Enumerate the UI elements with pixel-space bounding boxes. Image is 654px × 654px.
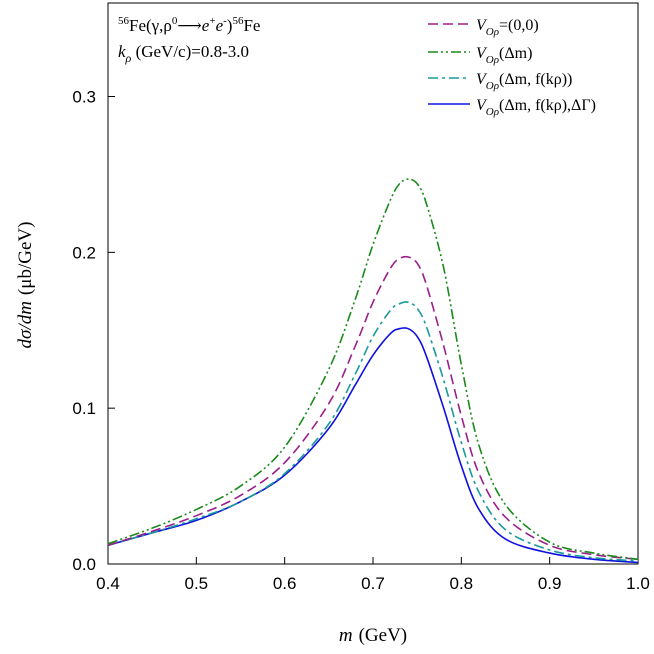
- y-axis-unit: (μb/GeV): [15, 222, 36, 296]
- y-tick-label: 0.1: [72, 399, 96, 418]
- x-axis-title: m (GeV): [339, 625, 407, 646]
- x-axis-unit: (GeV): [359, 625, 408, 646]
- series-line-2: [107, 178, 639, 561]
- x-tick-label: 0.6: [273, 574, 297, 593]
- reaction-annotation: 56Fe(γ,ρ0⟶e+e-)56Fe: [118, 15, 260, 35]
- x-tick-label: 1.0: [626, 574, 650, 593]
- y-tick-label: 0.2: [72, 243, 96, 262]
- x-axis: 0.4 0.5 0.6 0.7 0.8 0.9 1.0: [96, 557, 650, 593]
- legend-label-1: VOρ=(0,0): [476, 17, 539, 38]
- series-line-4: [107, 327, 639, 564]
- x-axis-var: m: [339, 625, 353, 646]
- legend-label-2: VOρ(Δm): [476, 45, 532, 66]
- x-tick-label: 0.7: [361, 574, 385, 593]
- legend: VOρ=(0,0) VOρ(Δm) VOρ(Δm, f(kρ)) VOρ(Δm, f(…: [428, 17, 596, 118]
- legend-label-3: VOρ(Δm, f(kρ)): [476, 71, 572, 92]
- x-tick-label: 0.4: [96, 574, 120, 593]
- x-tick-label: 0.9: [538, 574, 562, 593]
- legend-label-4: VOρ(Δm, f(kρ),ΔΓ): [476, 97, 596, 118]
- y-tick-label: 0.0: [72, 555, 96, 574]
- series-line-1: [107, 255, 639, 561]
- y-tick-label: 0.3: [72, 88, 96, 107]
- y-axis-var: dσ/dm: [15, 301, 36, 348]
- y-axis-title: dσ/dm (μb/GeV): [15, 222, 36, 349]
- series-group: [107, 178, 639, 564]
- series-line-3: [107, 301, 639, 562]
- y-axis: 0.0 0.1 0.2 0.3: [72, 88, 115, 574]
- momentum-annotation: kρ (GeV/c)=0.8-3.0: [118, 42, 249, 65]
- x-tick-label: 0.8: [450, 574, 474, 593]
- x-tick-label: 0.5: [185, 574, 209, 593]
